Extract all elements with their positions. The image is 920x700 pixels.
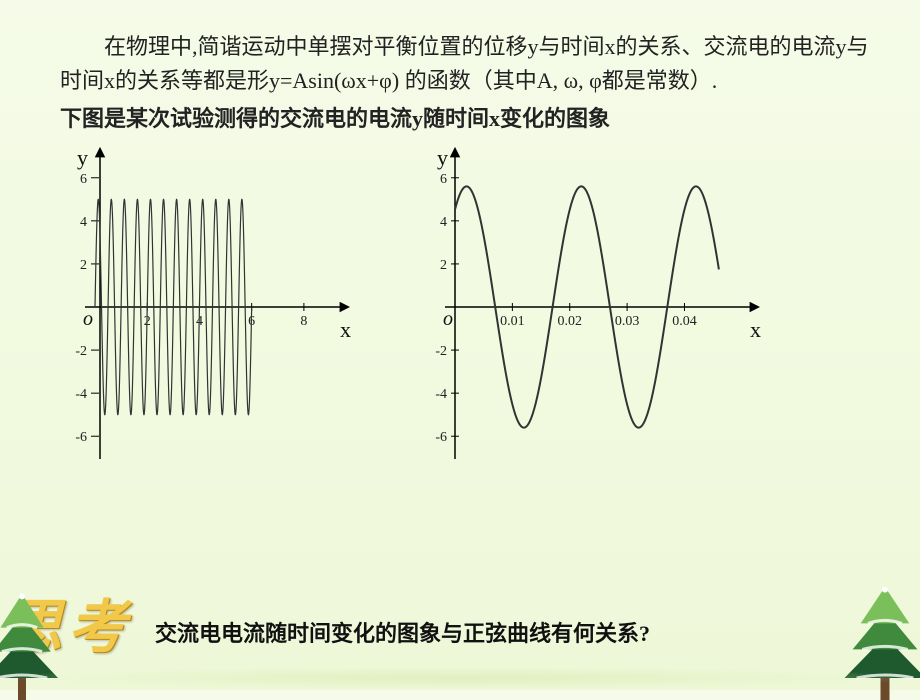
chart-right: -6 -4 -2 2 4 6 0.01 0.02 0.03 0.04 o x y bbox=[400, 142, 780, 487]
svg-text:8: 8 bbox=[300, 314, 307, 329]
svg-text:y: y bbox=[437, 145, 448, 170]
ground-snow bbox=[0, 666, 920, 690]
svg-text:2: 2 bbox=[80, 258, 87, 273]
svg-text:y: y bbox=[77, 145, 88, 170]
svg-text:4: 4 bbox=[80, 215, 87, 230]
chart-caption: 下图是某次试验测得的交流电的电流y随时间x变化的图象 bbox=[60, 102, 882, 136]
svg-text:x: x bbox=[750, 317, 761, 342]
svg-text:-4: -4 bbox=[75, 387, 87, 402]
svg-text:0.04: 0.04 bbox=[672, 314, 697, 329]
svg-text:-6: -6 bbox=[75, 431, 87, 446]
svg-text:6: 6 bbox=[80, 172, 87, 187]
chart-left-svg: -6-4-22462468oxy bbox=[40, 142, 370, 482]
svg-text:0.03: 0.03 bbox=[615, 314, 640, 329]
svg-text:-2: -2 bbox=[435, 344, 447, 359]
svg-text:o: o bbox=[443, 308, 453, 330]
svg-text:2: 2 bbox=[440, 258, 447, 273]
thinking-heading: 思考 bbox=[4, 580, 132, 664]
svg-text:-4: -4 bbox=[435, 387, 447, 402]
chart-right-svg: -6 -4 -2 2 4 6 0.01 0.02 0.03 0.04 o x y bbox=[400, 142, 780, 482]
intro-paragraph: 在物理中,简谐运动中单摆对平衡位置的位移y与时间x的关系、交流电的电流y与时间x… bbox=[60, 30, 882, 98]
svg-text:-6: -6 bbox=[435, 431, 447, 446]
svg-text:0.01: 0.01 bbox=[500, 314, 525, 329]
charts-row: -6 -4 -2 2 4 6 2 4 6 8 o x y -6 -4 -2 2 4 6 0.01 0.02 0.03 0.… bbox=[40, 142, 882, 487]
svg-text:0.02: 0.02 bbox=[557, 314, 582, 329]
chart-left: -6-4-22462468oxy bbox=[40, 142, 370, 487]
svg-text:6: 6 bbox=[440, 172, 447, 187]
svg-text:4: 4 bbox=[440, 215, 447, 230]
question-text: 交流电电流随时间变化的图象与正弦曲线有何关系? bbox=[155, 616, 650, 648]
svg-text:-2: -2 bbox=[75, 344, 87, 359]
svg-text:o: o bbox=[83, 308, 93, 330]
svg-text:x: x bbox=[340, 317, 351, 342]
